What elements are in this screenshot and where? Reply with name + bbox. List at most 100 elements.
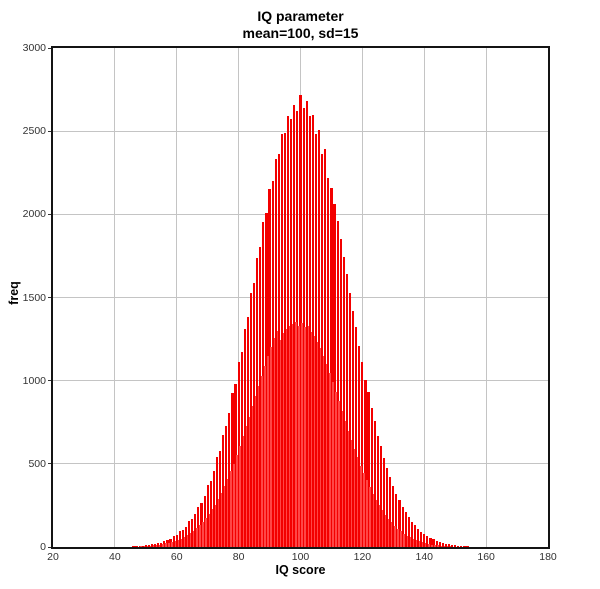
histogram-bar <box>220 492 223 547</box>
histogram-bar <box>350 439 353 547</box>
histogram-bar <box>159 544 161 547</box>
y-tick-label: 2500 <box>22 125 46 138</box>
histogram-bar <box>381 510 384 547</box>
histogram-bar <box>384 514 387 547</box>
histogram-bar <box>327 177 330 547</box>
histogram-bar <box>376 435 379 547</box>
histogram-bar <box>261 375 263 547</box>
histogram-bar <box>180 538 183 547</box>
x-tick-label: 160 <box>477 551 495 563</box>
histogram-bar <box>274 159 277 547</box>
histogram-bar <box>435 540 438 547</box>
histogram-bar <box>268 188 271 547</box>
y-tick-mark <box>48 130 52 132</box>
histogram-bar <box>271 181 274 547</box>
histogram-bar <box>336 220 339 547</box>
histogram-bar <box>452 546 455 547</box>
x-tick-label: 120 <box>353 551 372 563</box>
histogram-bar <box>264 365 266 547</box>
histogram-bar <box>437 545 439 547</box>
histogram-bar <box>347 430 350 547</box>
histogram-bar <box>373 421 376 547</box>
y-tick-mark <box>48 546 52 548</box>
histogram-bar <box>237 362 240 547</box>
chart-title: IQ parameter <box>257 8 344 24</box>
histogram-bar <box>443 546 446 547</box>
histogram-bar <box>301 323 303 547</box>
histogram-bar <box>194 514 197 547</box>
histogram-bar <box>367 392 370 547</box>
histogram-bar <box>258 385 260 547</box>
histogram-bar <box>434 545 436 547</box>
histogram-bar <box>280 134 283 547</box>
histogram-bar <box>171 541 173 547</box>
histogram-bar <box>370 408 373 547</box>
histogram-bar <box>276 330 278 547</box>
histogram-bar <box>304 327 306 547</box>
y-tick-mark <box>48 380 52 382</box>
histogram-bar <box>345 274 348 547</box>
histogram-bar <box>169 538 172 547</box>
histogram-bar <box>395 493 398 547</box>
histogram-bar <box>333 204 336 547</box>
histogram-bar <box>348 292 352 547</box>
histogram-bar <box>431 544 433 547</box>
histogram-bar <box>203 496 206 547</box>
histogram-bar <box>217 498 220 547</box>
histogram-bar <box>410 521 413 547</box>
histogram-bar <box>168 542 170 547</box>
histogram-bar <box>228 412 231 547</box>
histogram-bar <box>311 114 314 547</box>
histogram-bar <box>363 473 365 547</box>
histogram-bar <box>305 101 308 547</box>
histogram-bar <box>202 522 204 547</box>
histogram-bar <box>236 454 238 547</box>
x-tick-label: 40 <box>109 551 121 563</box>
y-tick-label: 1000 <box>22 374 46 387</box>
y-tick-label: 500 <box>28 457 46 470</box>
histogram-bar <box>256 257 259 547</box>
histogram-bar <box>454 545 457 547</box>
histogram-bar <box>404 512 407 547</box>
histogram-bar <box>287 116 290 547</box>
histogram-bar <box>378 505 381 547</box>
histogram-bar <box>441 542 444 547</box>
histogram-bar <box>344 421 347 547</box>
histogram-bar <box>154 544 157 547</box>
histogram-bar <box>326 364 328 547</box>
histogram-bar <box>251 406 254 547</box>
histogram-bar <box>400 531 402 547</box>
histogram-bar <box>361 361 364 547</box>
histogram-bar <box>295 321 297 547</box>
histogram-bar <box>298 325 300 547</box>
histogram-bar <box>248 417 251 547</box>
histogram-bar <box>234 383 237 547</box>
histogram-bar <box>316 341 319 547</box>
histogram-bar <box>197 506 200 547</box>
histogram-bar <box>323 355 325 547</box>
histogram-bar <box>420 531 423 547</box>
histogram-bar <box>415 540 418 547</box>
histogram-bar <box>188 521 191 547</box>
histogram-bar <box>181 530 184 547</box>
histogram-bar <box>282 333 285 547</box>
histogram-bar <box>332 382 334 547</box>
histogram-bar <box>254 396 257 547</box>
histogram-bar <box>134 546 136 547</box>
histogram-bar <box>460 545 463 547</box>
x-tick-label: 140 <box>415 551 434 563</box>
histogram-bar <box>212 471 215 547</box>
histogram-bar <box>149 545 152 547</box>
histogram-bar <box>208 514 210 547</box>
y-tick-mark <box>48 463 52 465</box>
histogram-bar <box>172 535 175 547</box>
histogram-bar <box>253 282 256 547</box>
histogram-bar <box>369 487 371 547</box>
histogram-bar <box>160 542 163 547</box>
histogram-bar <box>425 543 427 547</box>
histogram-bar <box>307 325 309 547</box>
chart-subtitle: mean=100, sd=15 <box>242 25 359 41</box>
y-tick-label: 1500 <box>22 291 46 304</box>
histogram-bar <box>324 149 327 547</box>
x-tick-label: 100 <box>291 551 310 563</box>
